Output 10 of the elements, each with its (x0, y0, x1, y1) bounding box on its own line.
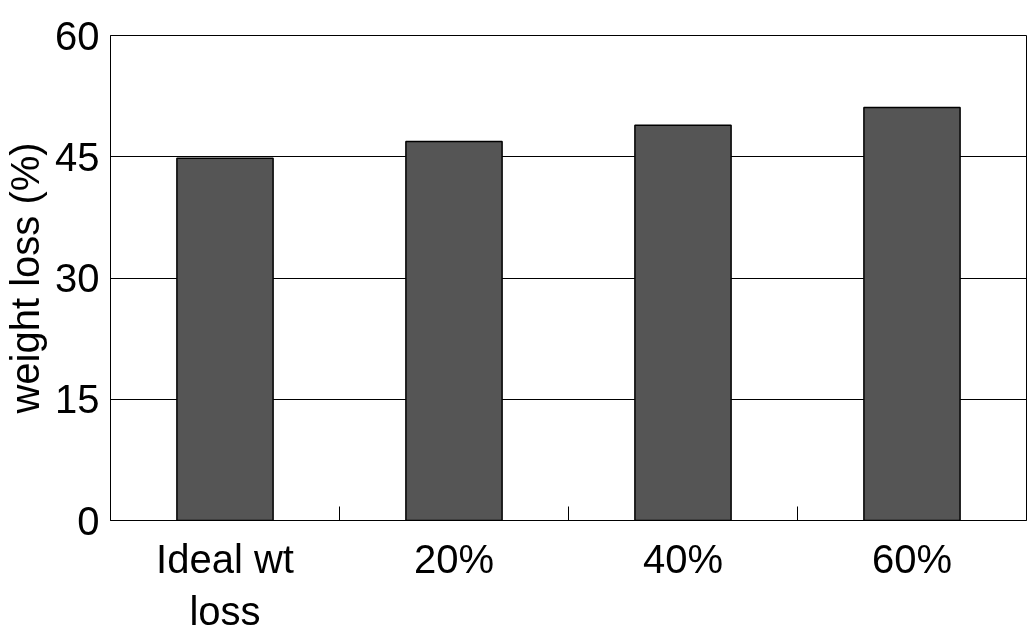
y-tick-label: 0 (77, 498, 100, 543)
y-axis-title: weight loss (%) (3, 142, 48, 415)
y-tick-label: 45 (55, 134, 100, 179)
x-tick-label: 40% (642, 536, 724, 581)
y-tick-label: 60 (55, 13, 100, 58)
y-tick-label: 30 (55, 256, 100, 300)
x-tick-label: Ideal wt loss (156, 536, 294, 634)
x-tick-label: 60% (871, 536, 953, 581)
y-tick-label: 15 (55, 377, 100, 422)
x-tick-label: 20% (413, 536, 495, 581)
